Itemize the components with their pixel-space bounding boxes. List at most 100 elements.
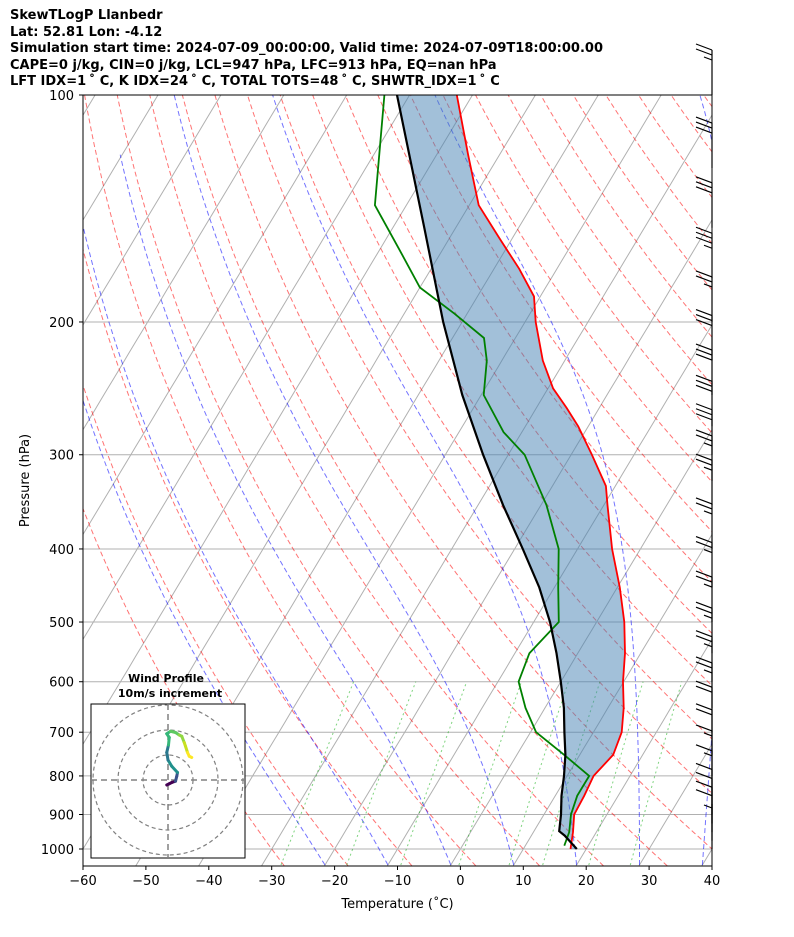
barb-flag (695, 685, 713, 693)
y-tick-label: 600 (49, 676, 74, 691)
barb-half-flag (703, 669, 713, 674)
barb-flag (695, 353, 713, 361)
isotherm-line (198, 95, 662, 866)
barb-flag (695, 535, 713, 544)
isotherm-line (638, 743, 712, 866)
wind-barb (695, 403, 713, 455)
barb-flag (695, 121, 713, 129)
barb-flag (695, 275, 713, 283)
wind-barb (695, 744, 713, 796)
barb-flag (695, 661, 713, 669)
wind-barb (695, 226, 713, 279)
barb-flag (695, 48, 713, 56)
time-line: Simulation start time: 2024-07-09_00:00:… (10, 41, 603, 56)
wind-barb (695, 789, 713, 841)
isotherm-line (83, 95, 159, 221)
barb-flag (695, 308, 713, 317)
indices-line-1: CAPE=0 j/kg, CIN=0 j/kg, LCL=947 hPa, LF… (10, 57, 497, 73)
dry-adiabat (246, 95, 712, 795)
x-tick-label: 40 (704, 874, 721, 889)
barb-flag (695, 630, 713, 638)
barb-flag (695, 744, 713, 752)
y-tick-label: 200 (49, 316, 74, 331)
barb-half-flag (703, 643, 713, 648)
mixing-ratio-line (588, 681, 644, 866)
barb-half-flag (703, 804, 713, 809)
isotherm-line (83, 95, 96, 117)
isotherm-line (765, 78, 794, 866)
y-tick-label: 900 (49, 808, 74, 823)
barb-flag (695, 502, 713, 510)
barb-flag (695, 379, 713, 387)
y-tick-label: 700 (49, 726, 74, 741)
dry-adiabat (605, 95, 712, 245)
x-tick-label: 10 (515, 874, 532, 889)
dry-adiabat (703, 95, 712, 108)
plot-area (83, 78, 794, 866)
barb-flag (695, 403, 713, 411)
cape-cin-shading (397, 95, 625, 849)
barb-flag (695, 181, 713, 189)
wind-barb (695, 535, 713, 588)
x-tick-label: −60 (69, 874, 96, 889)
parcel-line (395, 95, 578, 850)
y-tick-label: 500 (49, 616, 74, 631)
barb-flag (695, 762, 713, 771)
moist-adiabat (272, 95, 578, 866)
barb-flag (695, 540, 713, 549)
barb-flag (695, 270, 713, 278)
wind-barb (695, 43, 713, 95)
dry-adiabat (181, 95, 668, 866)
isotherm-line (449, 428, 712, 866)
barb-flag (695, 408, 713, 416)
barb-half-flag (703, 244, 713, 249)
dry-adiabat (637, 95, 712, 199)
barb-flag (695, 374, 713, 382)
axes: −60 −50 −40 −30 −20 −10 0 10 20 30 40 1000 900 800 700… (18, 89, 720, 912)
x-tick-label: −40 (195, 874, 222, 889)
barb-half-flag (703, 283, 713, 288)
barb-half-flag (703, 466, 713, 471)
barb-flag (695, 126, 713, 134)
barb-half-flag (703, 732, 713, 737)
hodograph-plot (91, 704, 245, 858)
barb-flag (695, 780, 713, 788)
barb-half-flag (703, 614, 713, 619)
dry-adiabat (116, 95, 541, 866)
dewpoint-line (373, 95, 591, 847)
barb-flag (695, 601, 713, 609)
barb-flag (695, 497, 713, 505)
barb-flag (695, 570, 713, 578)
barb-flag (695, 789, 713, 797)
moist-adiabat (83, 398, 326, 866)
moist-adiabat (119, 154, 452, 866)
wind-barb (695, 176, 713, 228)
mixing-ratio-line (629, 681, 683, 866)
wind-barb (695, 270, 713, 322)
wind-barbs (695, 43, 713, 849)
chart-header: SkewTLogP Llanbedr Lat: 52.81 Lon: -4.12… (10, 8, 603, 91)
dry-adiabat (670, 95, 712, 153)
barb-flag (695, 413, 713, 421)
x-tick-label: 30 (641, 874, 658, 889)
barb-flag (695, 231, 713, 239)
moist-adiabat (83, 223, 389, 866)
y-axis-label: Pressure (hPa) (18, 434, 33, 527)
isotherm-line (83, 95, 474, 746)
temperature-line (455, 95, 626, 850)
barb-flag (695, 680, 713, 688)
barb-half-flag (703, 442, 713, 447)
barb-flag (695, 656, 713, 664)
x-tick-label: −20 (321, 874, 348, 889)
x-tick-label: 20 (578, 874, 595, 889)
barb-flag (695, 116, 713, 124)
barb-flag (695, 348, 713, 356)
wind-barb (695, 771, 713, 824)
isotherm-line (83, 95, 222, 326)
barb-half-flag (703, 752, 713, 757)
barb-flag (695, 318, 713, 327)
barb-half-flag (703, 583, 713, 588)
barb-flag (695, 724, 713, 732)
barb-flag (695, 429, 713, 437)
moist-adiabat (765, 95, 794, 865)
